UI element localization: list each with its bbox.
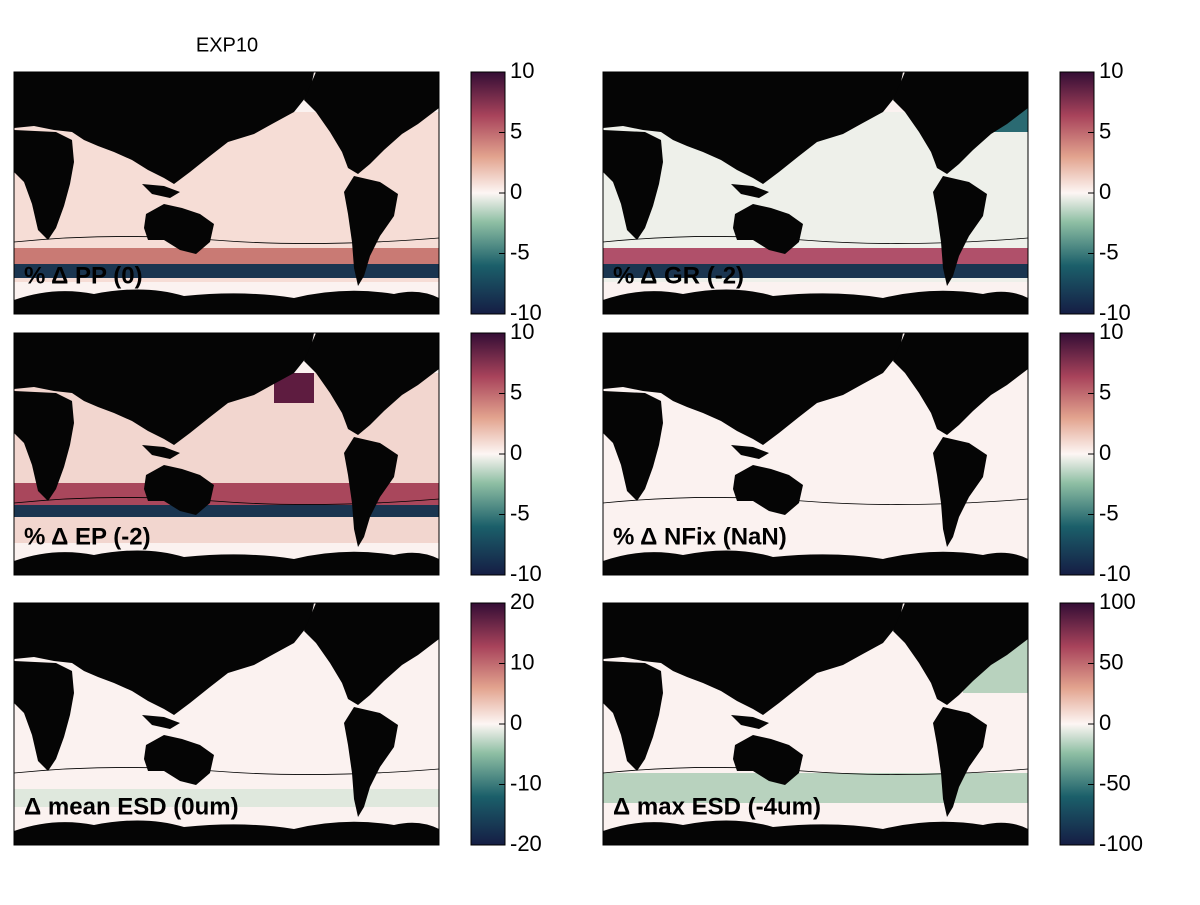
colorbar-tick-label: 10 xyxy=(1099,319,1123,344)
map-panel xyxy=(14,333,439,575)
panel-frame xyxy=(13,602,440,846)
colorbar-tick-label: 10 xyxy=(510,319,534,344)
colorbar-tick-label: 50 xyxy=(1099,649,1123,674)
colorbar-tick-label: -5 xyxy=(510,239,530,264)
map-panel xyxy=(603,72,1028,314)
panel-label: % Δ PP (0) xyxy=(24,262,143,289)
colorbar-tick-label: 0 xyxy=(510,179,522,204)
colorbar-tick-label: 10 xyxy=(510,58,534,83)
panel-frame xyxy=(13,332,440,576)
colorbar-tick-label: 5 xyxy=(510,118,522,143)
map-panel xyxy=(603,603,1028,845)
colorbar-tick-label: 10 xyxy=(1099,58,1123,83)
ocean-field xyxy=(14,264,439,278)
panel-frame xyxy=(602,602,1029,846)
ocean-field xyxy=(14,505,439,517)
ocean-field xyxy=(14,248,439,264)
colorbar-tick-label: -10 xyxy=(1099,300,1131,325)
colorbar-tick-label: -5 xyxy=(510,500,530,525)
colorbar-tick-label: -10 xyxy=(510,300,542,325)
colorbar-tick-label: 5 xyxy=(510,379,522,404)
colorbar-tick-label: 0 xyxy=(510,710,522,735)
panel-frame xyxy=(602,71,1029,315)
panel-label: % Δ GR (-2) xyxy=(613,262,744,289)
map-panel xyxy=(14,603,439,845)
colorbar-tick-label: -100 xyxy=(1099,831,1143,856)
map-panel xyxy=(603,333,1028,575)
colorbar-tick-label: 100 xyxy=(1099,589,1136,614)
colorbar-tick-label: -10 xyxy=(510,770,542,795)
colorbar-tick-label: 10 xyxy=(510,649,534,674)
ocean-field xyxy=(603,248,1028,264)
panel-frame xyxy=(13,71,440,315)
colorbar xyxy=(1059,71,1095,315)
colorbar-tick-label: 0 xyxy=(1099,710,1111,735)
panel-label: % Δ EP (-2) xyxy=(24,523,151,550)
colorbar-tick-label: 5 xyxy=(1099,379,1111,404)
ocean-field xyxy=(603,264,1028,278)
colorbar-tick-label: -5 xyxy=(1099,500,1119,525)
colorbar-tick-label: -5 xyxy=(1099,239,1119,264)
colorbar-tick-label: 5 xyxy=(1099,118,1111,143)
figure-title: EXP10 xyxy=(196,34,258,56)
panel-label: % Δ NFix (NaN) xyxy=(613,523,787,550)
colorbar-tick-label: 20 xyxy=(510,589,534,614)
colorbar-tick-label: -10 xyxy=(1099,561,1131,586)
colorbar-tick-label: 0 xyxy=(1099,179,1111,204)
panel-label: Δ max ESD (-4um) xyxy=(613,793,821,820)
panel-frame xyxy=(602,332,1029,576)
colorbar-tick-label: -50 xyxy=(1099,770,1131,795)
colorbar-tick-label: 0 xyxy=(1099,440,1111,465)
map-panel xyxy=(14,72,439,314)
ocean-field xyxy=(14,483,439,505)
colorbar-tick-label: -20 xyxy=(510,831,542,856)
ocean-field xyxy=(14,789,439,807)
colorbar-tick-label: -10 xyxy=(510,561,542,586)
panel-label: Δ mean ESD (0um) xyxy=(24,793,239,820)
colorbar-tick-label: 0 xyxy=(510,440,522,465)
